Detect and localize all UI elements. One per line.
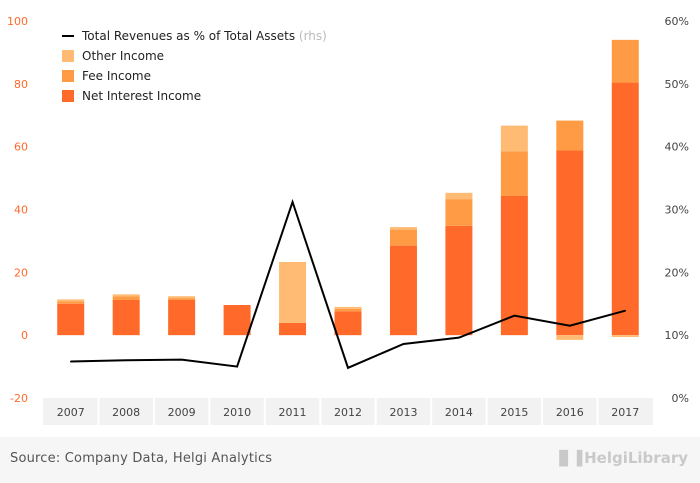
x-axis-tick-label: 2008 <box>112 406 140 419</box>
legend-swatch <box>62 70 74 82</box>
right-axis-tick-label: 60% <box>665 15 689 28</box>
bar-other-income-2016 <box>556 335 584 340</box>
bar-other-income-2012 <box>334 306 362 309</box>
line-point-2012 <box>347 367 349 369</box>
bar-fee-income-2007 <box>57 301 85 304</box>
right-axis-tick-label: 50% <box>665 78 689 91</box>
bar-other-income-2017 <box>611 335 639 338</box>
bar-fee-income-2013 <box>389 229 417 246</box>
bar-fee-income-2017 <box>611 39 639 83</box>
line-point-2014 <box>458 336 460 339</box>
x-axis-tick-label: 2015 <box>500 406 528 419</box>
legend-swatch <box>62 50 74 62</box>
legend-rhs-suffix: (rhs) <box>299 29 327 43</box>
x-axis-tick-label: 2016 <box>556 406 584 419</box>
logo-mark-icon: ▐▌▐ <box>553 451 582 467</box>
x-axis-tick-label: 2007 <box>57 406 85 419</box>
x-axis-tick-label: 2013 <box>389 406 417 419</box>
bar-net-interest-income-2014 <box>445 225 473 336</box>
line-point-2017 <box>624 309 627 312</box>
bar-net-interest-income-2015 <box>500 195 528 336</box>
chart-canvas: -20 0 20 40 60 80 100 0% 10% 20% 30% 40% 50% 60% 2007 2… <box>7 15 689 425</box>
bar-net-interest-income-2016 <box>556 150 584 336</box>
bar-net-interest-income-2012 <box>334 311 362 336</box>
bar-net-interest-income-2010 <box>223 305 251 336</box>
left-axis-tick-label: 100 <box>7 15 28 28</box>
x-axis-tick-label: 2009 <box>168 406 196 419</box>
right-axis-tick-label: 10% <box>665 329 689 342</box>
legend-swatch <box>62 90 74 102</box>
category-band <box>43 398 653 425</box>
x-axis-tick-label: 2011 <box>279 406 307 419</box>
bar-fee-income-2014 <box>445 199 473 226</box>
bar-net-interest-income-2011 <box>279 322 307 336</box>
left-axis-tick-label: 80 <box>14 78 28 91</box>
left-axis-tick-label: 0 <box>21 329 28 342</box>
right-axis-tick-label: 40% <box>665 141 689 154</box>
line-point-2010 <box>236 365 238 368</box>
right-axis-tick-label: 20% <box>665 266 689 279</box>
helgi-library-logo: ▐▌▐ HelgiLibrary <box>554 449 688 467</box>
legend-entry-label: Other Income <box>82 49 164 63</box>
x-axis-tick-label: 2014 <box>445 406 473 419</box>
line-total-revenues-pct-assets <box>70 198 626 370</box>
bar-fee-income-2012 <box>334 308 362 312</box>
bar-net-interest-income-2013 <box>389 245 417 336</box>
bar-net-interest-income-2007 <box>57 303 85 336</box>
logo-text: HelgiLibrary <box>584 449 688 467</box>
line-point-2016 <box>569 324 571 327</box>
legend-entry-label: Fee Income <box>82 69 151 83</box>
bar-other-income-2015 <box>500 125 528 152</box>
right-axis-tick-label: 0% <box>672 392 689 405</box>
line-point-2007 <box>69 360 72 363</box>
footer: Source: Company Data, Helgi Analytics ▐▌… <box>0 437 700 483</box>
bar-fee-income-2008 <box>112 296 140 300</box>
bar-net-interest-income-2008 <box>112 299 140 336</box>
legend-entry-label: Net Interest Income <box>82 89 201 103</box>
left-axis-tick-label: 40 <box>14 204 28 217</box>
x-axis-tick-label: 2012 <box>334 406 362 419</box>
bar-fee-income-2009 <box>168 298 196 300</box>
bar-net-interest-income-2017 <box>611 82 639 336</box>
legend-entry-label: Total Revenues as % of Total Assets (rhs… <box>81 29 327 43</box>
x-axis-tick-label: 2017 <box>611 406 639 419</box>
left-axis-tick-label: 20 <box>14 266 28 279</box>
line-point-2009 <box>180 358 183 361</box>
bar-fee-income-2016 <box>556 120 584 151</box>
source-note: Source: Company Data, Helgi Analytics <box>10 451 273 466</box>
bar-other-income-2011 <box>279 261 307 323</box>
left-axis-tick-label: -20 <box>10 392 28 405</box>
bar-other-income-2007 <box>57 299 85 302</box>
x-axis-tick-label: 2010 <box>223 406 251 419</box>
bar-net-interest-income-2009 <box>168 299 196 336</box>
line-point-2013 <box>402 343 405 345</box>
bar-fee-income-2015 <box>500 151 528 196</box>
bar-other-income-2014 <box>445 192 473 200</box>
line-point-2008 <box>125 359 127 362</box>
bar-other-income-2013 <box>389 227 417 230</box>
bar-other-income-2009 <box>168 296 196 299</box>
left-axis-tick-label: 60 <box>14 141 28 154</box>
line-point-2015 <box>513 314 516 317</box>
line-point-2011 <box>291 201 294 203</box>
right-axis-tick-label: 30% <box>665 204 689 217</box>
bar-other-income-2008 <box>112 294 140 297</box>
